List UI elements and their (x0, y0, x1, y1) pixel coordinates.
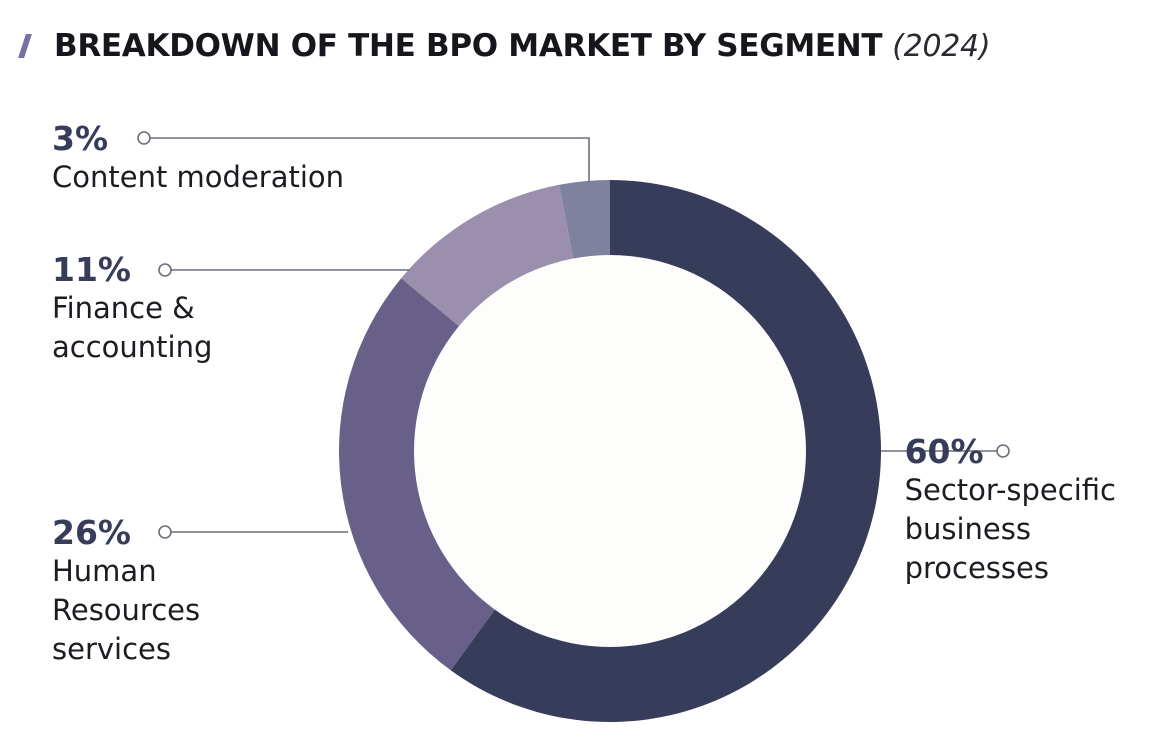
leader-finance-accounting-dot (158, 263, 172, 277)
leader-sector-specific-dot (996, 444, 1010, 458)
slice-label-finance-accounting: 11% Finance & accounting (52, 250, 212, 367)
leader-lines (137, 131, 1010, 539)
slice-label-sector-specific: 60% Sector-specific business processes (905, 432, 1116, 588)
slice-value-finance-accounting: 11% (52, 250, 131, 289)
slice-value-human-resources: 26% (52, 513, 131, 552)
slice-value-content-moderation: 3% (52, 119, 109, 158)
leader-human-resources-dot (158, 525, 172, 539)
slice-name-line-2: Resources (52, 593, 201, 627)
slice-value-sector-specific: 60% (904, 432, 984, 471)
slice-label-content-moderation: 3% Content moderation (52, 119, 344, 197)
chart-header: BREAKDOWN OF THE BPO MARKET BY SEGMENT (… (18, 28, 991, 64)
slice-name-line-1: Content moderation (52, 160, 345, 194)
donut-hole (414, 255, 806, 647)
slice-name-line-3: processes (904, 551, 1049, 585)
slice-name-line-2: business (904, 512, 1031, 546)
slice-name-line-1: Sector-specific (904, 473, 1116, 507)
slice-name-line-2: accounting (52, 330, 213, 364)
leader-content-moderation (144, 137, 590, 182)
chart-subtitle: (2024) (892, 28, 991, 64)
leader-content-moderation-dot (137, 131, 151, 145)
slice-name-line-1: Human (52, 554, 157, 588)
chart-title: BREAKDOWN OF THE BPO MARKET BY SEGMENT (54, 28, 883, 64)
slice-name-line-1: Finance & (52, 291, 195, 325)
slice-name-line-3: services (52, 632, 171, 666)
slice-label-human-resources: 26% Human Resources services (52, 513, 200, 669)
